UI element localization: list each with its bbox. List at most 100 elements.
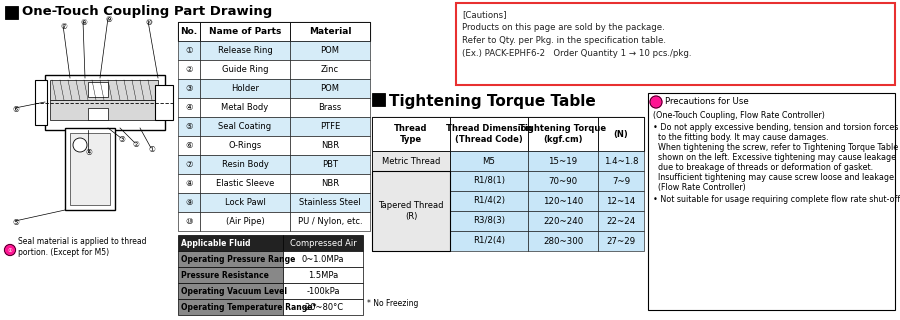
Bar: [50, 100, 158, 120]
Bar: [372, 117, 644, 151]
Bar: [283, 299, 363, 315]
Text: 15~19: 15~19: [548, 156, 578, 165]
Bar: [528, 117, 598, 151]
Bar: [372, 191, 450, 211]
Text: Operating Temperature Range*: Operating Temperature Range*: [181, 302, 317, 311]
Bar: [290, 22, 370, 41]
Bar: [178, 98, 200, 117]
Text: 280~300: 280~300: [543, 236, 583, 245]
Text: [Cautions]
Products on this page are sold by the package.
Refer to Qty. per Pkg.: [Cautions] Products on this page are sol…: [462, 10, 691, 58]
Text: 7~9: 7~9: [612, 177, 630, 186]
Text: Seal material is applied to thread
portion. (Except for M5): Seal material is applied to thread porti…: [18, 237, 147, 257]
Bar: [290, 155, 370, 174]
Bar: [70, 133, 110, 205]
Text: ⑥: ⑥: [12, 105, 19, 114]
Bar: [178, 299, 283, 315]
Bar: [598, 117, 644, 151]
Bar: [290, 41, 370, 60]
Text: • Do not apply excessive bending, tension and torsion forces: • Do not apply excessive bending, tensio…: [653, 123, 898, 132]
Text: M5: M5: [482, 156, 496, 165]
Bar: [450, 191, 528, 211]
Text: ①: ①: [7, 247, 13, 252]
Bar: [290, 79, 370, 98]
Bar: [598, 231, 644, 251]
Bar: [372, 211, 450, 231]
Bar: [450, 117, 528, 151]
Text: ①: ①: [185, 46, 193, 55]
Bar: [200, 22, 290, 41]
Bar: [528, 171, 598, 191]
Bar: [178, 283, 283, 299]
Text: R1/4(2): R1/4(2): [473, 196, 505, 205]
Bar: [456, 3, 895, 85]
Text: Insufficient tightening may cause screw loose and leakage.: Insufficient tightening may cause screw …: [658, 173, 896, 182]
Text: PTFE: PTFE: [320, 122, 340, 131]
Text: ⑦: ⑦: [60, 22, 67, 31]
Text: Tapered Thread
(R): Tapered Thread (R): [378, 201, 444, 221]
Text: Seal Coating: Seal Coating: [219, 122, 272, 131]
Text: NBR: NBR: [321, 141, 339, 150]
Text: Brass: Brass: [319, 103, 342, 112]
Bar: [200, 60, 290, 79]
Text: 220~240: 220~240: [543, 217, 583, 226]
Text: O-Rings: O-Rings: [229, 141, 262, 150]
Bar: [200, 212, 290, 231]
Bar: [648, 93, 895, 310]
Text: Name of Parts: Name of Parts: [209, 27, 281, 36]
Text: -20~80°C: -20~80°C: [302, 302, 344, 311]
Text: shown on the left. Excessive tightening may cause leakage: shown on the left. Excessive tightening …: [658, 153, 896, 162]
Bar: [178, 136, 200, 155]
Bar: [178, 117, 200, 136]
Text: 1.4~1.8: 1.4~1.8: [604, 156, 638, 165]
Text: ③: ③: [118, 135, 125, 144]
Text: Zinc: Zinc: [321, 65, 339, 74]
Text: Lock Pawl: Lock Pawl: [225, 198, 266, 207]
Text: ④: ④: [85, 148, 92, 157]
Text: NBR: NBR: [321, 179, 339, 188]
Bar: [200, 193, 290, 212]
Bar: [178, 22, 200, 41]
Text: ⑨: ⑨: [185, 198, 193, 207]
Bar: [450, 151, 528, 171]
Bar: [290, 212, 370, 231]
Text: ②: ②: [132, 140, 139, 149]
Bar: [290, 60, 370, 79]
Text: ③: ③: [185, 84, 193, 93]
Bar: [178, 212, 200, 231]
Text: Metric Thread: Metric Thread: [382, 156, 440, 165]
Text: ②: ②: [185, 65, 193, 74]
Text: Pressure Resistance: Pressure Resistance: [181, 270, 269, 279]
Bar: [178, 267, 283, 283]
Text: Metal Body: Metal Body: [221, 103, 268, 112]
Bar: [598, 191, 644, 211]
Bar: [5, 6, 18, 19]
Bar: [283, 283, 363, 299]
Bar: [290, 174, 370, 193]
Text: (Air Pipe): (Air Pipe): [226, 217, 265, 226]
Bar: [372, 231, 450, 251]
Text: (Flow Rate Controller): (Flow Rate Controller): [658, 183, 746, 192]
Bar: [528, 211, 598, 231]
Bar: [200, 79, 290, 98]
Text: PU / Nylon, etc.: PU / Nylon, etc.: [298, 217, 363, 226]
Text: PBT: PBT: [322, 160, 338, 169]
Text: to the fitting body. It may cause damages.: to the fitting body. It may cause damage…: [658, 133, 829, 142]
Text: ⑩: ⑩: [145, 18, 152, 27]
Text: Operating Vacuum Level: Operating Vacuum Level: [181, 286, 287, 295]
Text: POM: POM: [320, 84, 339, 93]
Bar: [372, 171, 450, 251]
Bar: [65, 128, 115, 210]
Bar: [450, 171, 528, 191]
Text: ①: ①: [653, 100, 659, 105]
Bar: [35, 80, 47, 125]
Bar: [88, 82, 108, 97]
Bar: [372, 151, 450, 171]
Bar: [372, 93, 385, 106]
Text: ⑦: ⑦: [185, 160, 193, 169]
Bar: [290, 98, 370, 117]
Text: Compressed Air: Compressed Air: [290, 238, 356, 247]
Bar: [45, 75, 165, 130]
Bar: [200, 155, 290, 174]
Bar: [283, 267, 363, 283]
Bar: [200, 98, 290, 117]
